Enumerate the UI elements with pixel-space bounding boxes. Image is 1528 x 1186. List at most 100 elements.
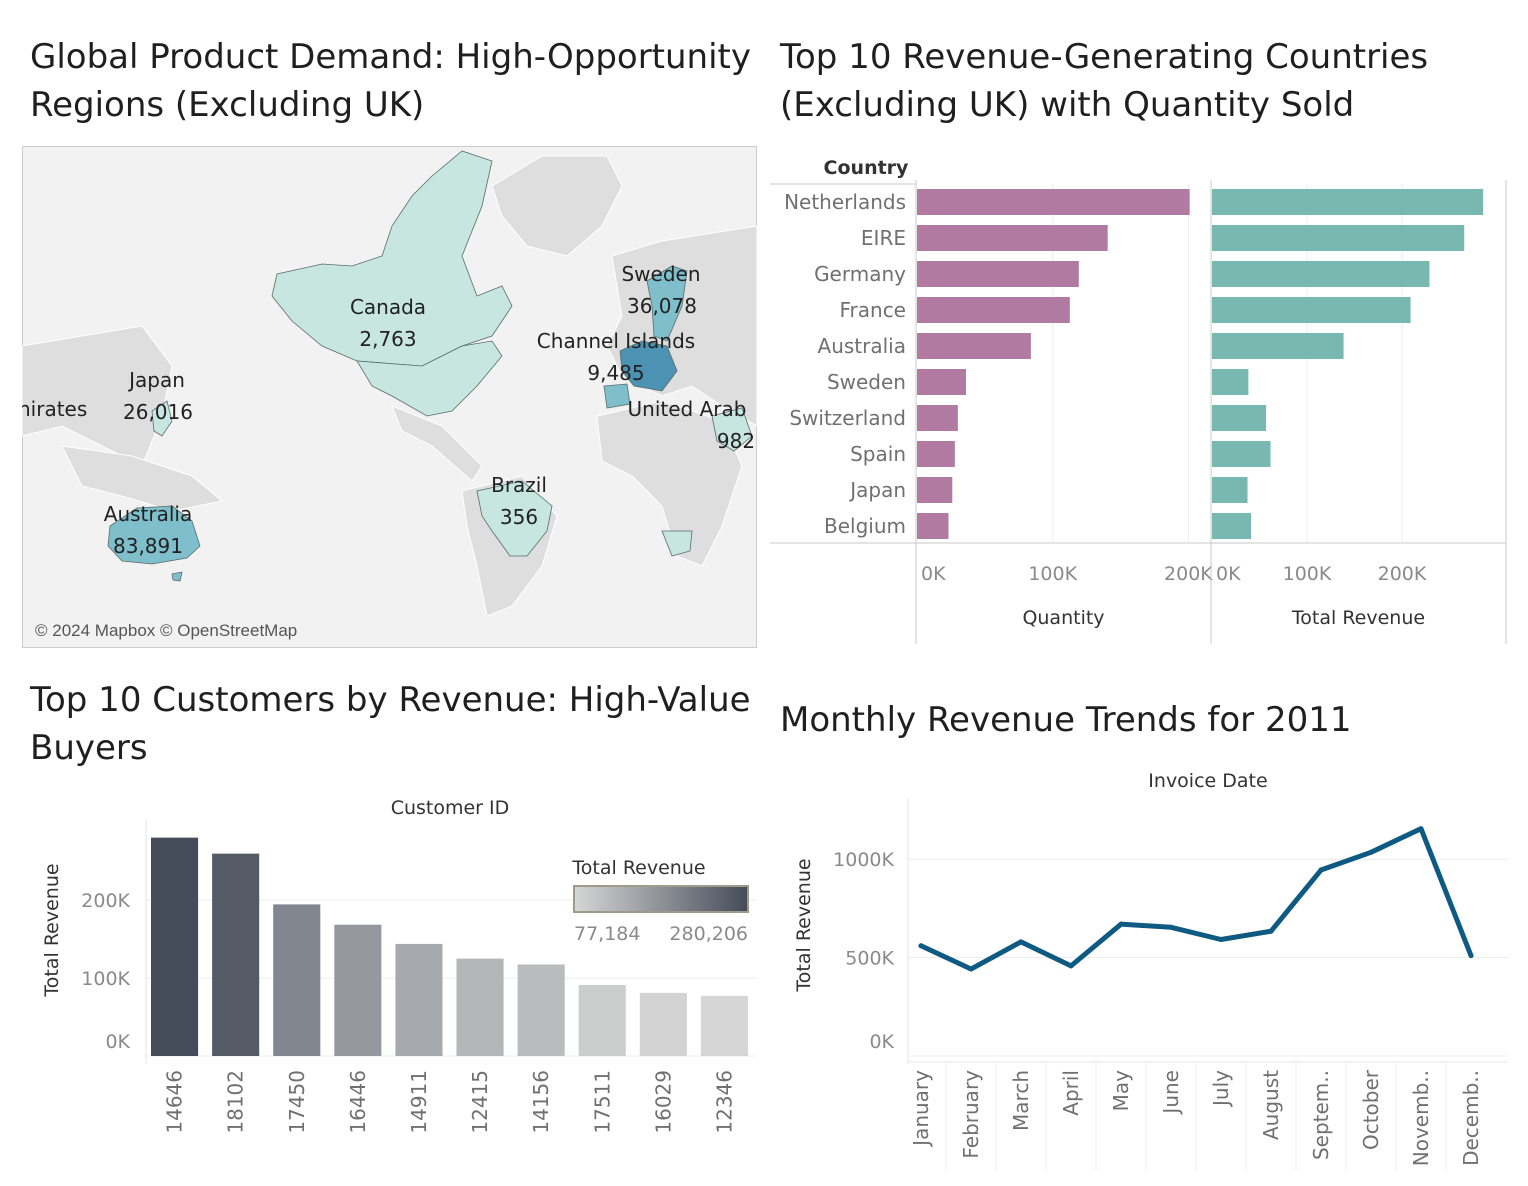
map-label-channel-islands-name: Channel Islands bbox=[537, 329, 695, 353]
month-label-9: Septem.. bbox=[1309, 1070, 1333, 1160]
customer-id-label-17511: 17511 bbox=[590, 1070, 614, 1134]
map-label-japan-value: 26,016 bbox=[123, 400, 193, 424]
total-revenue-axis-title: Total Revenue bbox=[1291, 607, 1425, 629]
region-brazil[interactable] bbox=[476, 480, 553, 557]
revenue-point-6[interactable] bbox=[1168, 924, 1174, 930]
region-usa[interactable] bbox=[356, 340, 503, 417]
month-label-11: Novemb.. bbox=[1409, 1070, 1433, 1166]
land-greenland bbox=[491, 155, 623, 257]
total-revenue-bar-australia[interactable] bbox=[1212, 333, 1344, 359]
quantity-bar-belgium[interactable] bbox=[917, 513, 949, 539]
map-label-channel-islands-value: 9,485 bbox=[587, 361, 644, 385]
customer-id-label-12346: 12346 bbox=[712, 1070, 736, 1134]
customer-id-label-14911: 14911 bbox=[407, 1070, 431, 1134]
month-label-5: May bbox=[1109, 1070, 1133, 1112]
legend-max-label: 280,206 bbox=[669, 923, 748, 945]
map-label-sweden-name: Sweden bbox=[621, 262, 700, 286]
total-revenue-bar-sweden[interactable] bbox=[1212, 369, 1249, 395]
customer-bar-12346[interactable] bbox=[700, 995, 748, 1056]
total-revenue-bar-france[interactable] bbox=[1212, 297, 1411, 323]
revenue-point-5[interactable] bbox=[1118, 921, 1124, 927]
total-revenue-bar-germany[interactable] bbox=[1212, 261, 1430, 287]
revenue-point-9[interactable] bbox=[1318, 867, 1324, 873]
region-south-africa[interactable] bbox=[661, 530, 693, 557]
quantity-bar-switzerland[interactable] bbox=[917, 405, 958, 431]
map-title-line2: Regions (Excluding UK) bbox=[30, 85, 425, 125]
customer-bar-16029[interactable] bbox=[639, 992, 687, 1056]
total-revenue-bar-eire[interactable] bbox=[1212, 225, 1465, 251]
customers-y-tick: 0K bbox=[105, 1031, 130, 1053]
quantity-bar-japan[interactable] bbox=[917, 477, 953, 503]
total-revenue-bar-spain[interactable] bbox=[1212, 441, 1271, 467]
revenue-point-12[interactable] bbox=[1468, 953, 1474, 959]
region-scandinavia[interactable] bbox=[646, 265, 688, 342]
revenue-point-7[interactable] bbox=[1218, 936, 1224, 942]
revenue-trend-line[interactable] bbox=[918, 826, 1474, 972]
total-revenue-tick-label: 200K bbox=[1378, 563, 1427, 585]
revenue-point-8[interactable] bbox=[1268, 928, 1274, 934]
monthly-chart-title: Monthly Revenue Trends for 2011 bbox=[780, 696, 1520, 744]
customer-bar-18102[interactable] bbox=[212, 853, 260, 1056]
quantity-bar-germany[interactable] bbox=[917, 261, 1079, 287]
revenue-point-1[interactable] bbox=[918, 943, 924, 949]
total-revenue-bar-belgium[interactable] bbox=[1212, 513, 1252, 539]
customer-id-label-16029: 16029 bbox=[651, 1070, 675, 1134]
region-tasmania[interactable] bbox=[171, 571, 183, 582]
revenue-point-11[interactable] bbox=[1418, 826, 1424, 832]
customer-bar-12415[interactable] bbox=[456, 958, 504, 1056]
monthly-title-text: Monthly Revenue Trends for 2011 bbox=[780, 700, 1352, 740]
region-canada[interactable] bbox=[271, 150, 513, 367]
legend-min-label: 77,184 bbox=[574, 923, 640, 945]
quantity-bar-eire[interactable] bbox=[917, 225, 1108, 251]
country-label-sweden: Sweden bbox=[827, 370, 906, 394]
quantity-bar-spain[interactable] bbox=[917, 441, 955, 467]
countries-title-text: Top 10 Revenue-Generating Countries (Exc… bbox=[780, 37, 1429, 125]
month-label-8: August bbox=[1259, 1070, 1283, 1140]
region-iberia[interactable] bbox=[603, 383, 631, 409]
quantity-bar-sweden[interactable] bbox=[917, 369, 966, 395]
customer-bar-17450[interactable] bbox=[273, 904, 321, 1056]
customer-id-label-17450: 17450 bbox=[285, 1070, 309, 1134]
quantity-bar-australia[interactable] bbox=[917, 333, 1031, 359]
revenue-point-2[interactable] bbox=[968, 966, 974, 972]
region-japan[interactable] bbox=[151, 400, 173, 437]
map-title-line1: Global Product Demand: High-Opportunity bbox=[30, 37, 752, 77]
customer-id-axis-title: Customer ID bbox=[391, 797, 510, 819]
world-map[interactable]: Canada 2,763 Japan 26,016 Sweden 36,078 Channe… bbox=[22, 146, 757, 648]
customers-chart-title: Top 10 Customers by Revenue: High-Value … bbox=[30, 676, 770, 772]
row-header-country: Country bbox=[824, 157, 910, 179]
legend-title: Total Revenue bbox=[571, 857, 705, 879]
country-label-switzerland: Switzerland bbox=[789, 406, 906, 430]
customer-bar-16446[interactable] bbox=[334, 924, 382, 1056]
quantity-tick-label: 100K bbox=[1028, 563, 1077, 585]
revenue-point-10[interactable] bbox=[1368, 849, 1374, 855]
region-australia[interactable] bbox=[107, 505, 201, 565]
revenue-point-4[interactable] bbox=[1068, 963, 1074, 969]
total-revenue-bar-japan[interactable] bbox=[1212, 477, 1248, 503]
map-label-nirates-name: nirates bbox=[22, 397, 87, 421]
revenue-point-3[interactable] bbox=[1018, 939, 1024, 945]
monthly-y-axis-title: Total Revenue bbox=[793, 858, 815, 992]
month-label-6: June bbox=[1159, 1070, 1183, 1116]
land-se-asia bbox=[61, 445, 224, 512]
map-label-brazil-value: 356 bbox=[500, 505, 538, 529]
month-label-3: March bbox=[1009, 1070, 1033, 1131]
total-revenue-tick-label: 0K bbox=[1216, 563, 1241, 585]
month-label-4: April bbox=[1059, 1070, 1083, 1116]
region-west-europe[interactable] bbox=[619, 340, 678, 392]
customer-bar-14156[interactable] bbox=[517, 964, 565, 1056]
quantity-tick-label: 200K bbox=[1164, 563, 1213, 585]
country-label-france: France bbox=[839, 298, 906, 322]
customer-bar-14646[interactable] bbox=[151, 837, 199, 1056]
map-attribution: © 2024 Mapbox © OpenStreetMap bbox=[35, 621, 297, 640]
customer-bar-17511[interactable] bbox=[578, 985, 626, 1056]
total-revenue-bar-switzerland[interactable] bbox=[1212, 405, 1267, 431]
map-label-japan-name: Japan bbox=[127, 368, 185, 392]
customer-bar-14911[interactable] bbox=[395, 943, 443, 1056]
total-revenue-bar-netherlands[interactable] bbox=[1212, 189, 1484, 215]
customer-id-label-18102: 18102 bbox=[224, 1070, 248, 1134]
quantity-bar-netherlands[interactable] bbox=[917, 189, 1190, 215]
region-uae[interactable] bbox=[711, 407, 753, 452]
quantity-bar-france[interactable] bbox=[917, 297, 1070, 323]
map-label-united-arab-name: United Arab bbox=[628, 397, 747, 421]
